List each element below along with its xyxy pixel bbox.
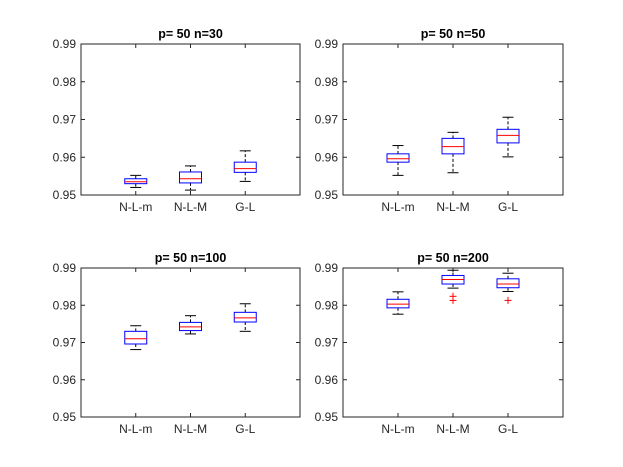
box-iqr <box>233 311 257 323</box>
y-tick-label: 0.99 <box>53 261 77 275</box>
x-tick-label: G-L <box>498 200 518 214</box>
x-tick-label: N-L-M <box>436 422 469 436</box>
box-iqr <box>233 161 257 173</box>
outlier-marker <box>504 296 512 304</box>
x-tick-label: N-L-m <box>381 422 414 436</box>
y-tick-label: 0.96 <box>53 373 77 387</box>
y-tick-label: 0.98 <box>53 298 77 312</box>
chart-panel-1: 0.95 0.96 0.97 0.98 0.99 N-L-m N-L-M G-L p= 50 n… <box>53 27 301 214</box>
box-g-l <box>233 150 257 182</box>
outlier-marker <box>449 296 457 304</box>
y-tick-label: 0.98 <box>315 298 339 312</box>
y-tick-label: 0.97 <box>53 113 77 127</box>
y-tick-label: 0.95 <box>53 410 77 424</box>
y-tick-label: 0.96 <box>53 150 77 164</box>
y-tick-label: 0.98 <box>315 75 339 89</box>
box-g-l <box>496 116 520 158</box>
x-tick-label: N-L-M <box>436 200 469 214</box>
x-tick-label: N-L-M <box>174 422 207 436</box>
box-iqr <box>124 178 148 185</box>
x-tick-label: G-L <box>498 422 518 436</box>
y-tick-label: 0.97 <box>53 336 77 350</box>
box-n-l-m <box>124 174 148 188</box>
box-iqr <box>386 153 410 163</box>
y-tick-label: 0.95 <box>53 188 77 202</box>
box-g-l <box>233 303 257 332</box>
y-tick-label: 0.96 <box>315 150 339 164</box>
y-tick-label: 0.99 <box>315 261 339 275</box>
box-iqr <box>179 171 202 184</box>
chart-panel-2: 0.95 0.96 0.97 0.98 0.99 N-L-m N-L-M G-L p= 50 n… <box>315 27 564 214</box>
y-tick-label: 0.98 <box>53 75 77 89</box>
y-tick-label: 0.95 <box>315 188 339 202</box>
x-tick-label: N-L-m <box>381 200 414 214</box>
box-n-l-m <box>386 291 410 315</box>
x-tick-label: N-L-m <box>119 200 152 214</box>
box-n-l-m <box>179 165 202 191</box>
box-iqr <box>496 278 520 289</box>
y-tick-label: 0.99 <box>315 37 339 51</box>
y-tick-label: 0.95 <box>315 410 339 424</box>
x-tick-label: N-L-M <box>174 200 207 214</box>
y-tick-label: 0.99 <box>53 37 77 51</box>
chart-panel-3: 0.95 0.96 0.97 0.98 0.99 N-L-m N-L-M G-L p= 50 n… <box>53 251 301 436</box>
box-n-l-m <box>441 269 465 304</box>
y-tick-label: 0.96 <box>315 373 339 387</box>
box-iqr <box>386 298 410 309</box>
box-n-l-m <box>386 145 410 176</box>
chart-title: p= 50 n=200 <box>417 251 489 265</box>
y-tick-label: 0.97 <box>315 113 339 127</box>
box-n-l-m <box>124 325 148 351</box>
chart-title: p= 50 n=100 <box>155 251 227 265</box>
x-tick-label: G-L <box>235 422 255 436</box>
box-n-l-m <box>179 315 202 335</box>
chart-title: p= 50 n=30 <box>158 27 223 41</box>
box-n-l-m <box>441 131 465 174</box>
box-iqr <box>124 330 148 345</box>
y-tick-label: 0.97 <box>315 336 339 350</box>
chart-title: p= 50 n=50 <box>421 27 486 41</box>
x-tick-label: G-L <box>235 200 255 214</box>
chart-panel-4: 0.95 0.96 0.97 0.98 0.99 N-L-m N-L-M G-L p= 50 n… <box>315 251 564 436</box>
box-g-l <box>496 272 520 304</box>
x-tick-label: N-L-m <box>119 422 152 436</box>
box-iqr <box>496 128 520 144</box>
box-iqr <box>441 137 465 155</box>
